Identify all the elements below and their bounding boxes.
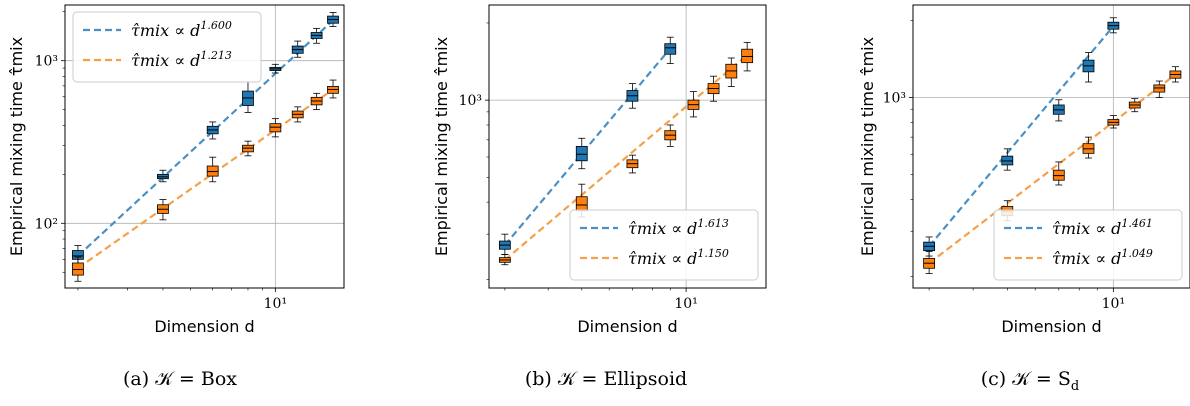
y-axis-label: Empirical mixing time τ̂mix	[858, 37, 877, 256]
box-2-6	[707, 75, 720, 102]
legend: τ̂mix ∝ d1.461 τ̂mix ∝ d1.049	[993, 209, 1183, 281]
box-2-7	[1153, 80, 1166, 98]
box-1-2	[1001, 148, 1014, 171]
box-1-3	[206, 121, 219, 140]
box-2-7	[725, 57, 738, 87]
legend-entry-1: τ̂mix ∝ d1.600	[131, 19, 232, 40]
y-axis-label: Empirical mixing time τ̂mix	[7, 37, 26, 256]
legend-entry-2: τ̂mix ∝ d1.213	[131, 49, 232, 70]
box-2-5	[1107, 115, 1120, 129]
x-tick-label: 10¹	[1102, 296, 1125, 312]
chart-panel-3: 10¹ 10³ Dimension d Empirical mixing time τ…	[858, 4, 1190, 394]
fit-line-1	[504, 47, 672, 246]
y-tick-label: 10³	[459, 93, 482, 109]
panel-caption: (c) 𝒦 = Sd	[981, 368, 1080, 394]
box-1-6	[291, 40, 304, 58]
x-axis-label: Dimension d	[577, 317, 677, 336]
legend-entry-2: τ̂mix ∝ d1.049	[1052, 247, 1153, 268]
fit-line-1	[928, 25, 1115, 248]
box-1-3	[626, 83, 639, 109]
panel-caption: (a) 𝒦 = Box	[123, 368, 237, 390]
box-body	[269, 123, 282, 133]
box-1-3	[1052, 99, 1065, 122]
box-2-7	[310, 92, 323, 111]
box-2-5	[269, 118, 282, 138]
box-2-6	[291, 106, 304, 123]
x-tick-label: 10¹	[264, 296, 287, 312]
y-tick-label: 10²	[35, 216, 58, 232]
box-1-4	[242, 81, 254, 113]
fit-line-2	[77, 88, 334, 270]
box-1-4	[1082, 52, 1095, 83]
box-2-8	[1169, 66, 1182, 83]
box-2-4	[664, 124, 677, 147]
x-axis-label: Dimension d	[1001, 317, 1101, 336]
plot-area	[923, 17, 1182, 274]
box-1-2	[157, 169, 169, 183]
box-2-6	[1128, 98, 1141, 113]
chart-panel-1: 10¹ 10² 10³ Dimension d Empirical mixing tim…	[7, 4, 345, 390]
plot-area	[72, 12, 339, 282]
box-body	[1153, 84, 1166, 93]
box-2-8	[741, 41, 754, 72]
panel-caption: (b) 𝒦 = Ellipsoid	[525, 368, 687, 390]
legend: τ̂mix ∝ d1.600 τ̂mix ∝ d1.213	[72, 11, 262, 83]
chart-panel-2: 10¹ 10³ Dimension d Empirical mixing time τ…	[432, 4, 767, 390]
y-tick-label: 10³	[883, 91, 906, 107]
plot-area	[498, 36, 754, 266]
box-body	[575, 196, 588, 212]
box-2-1	[923, 251, 936, 274]
plot-frame	[64, 4, 345, 289]
box-1-8	[327, 12, 339, 28]
box-2-4	[1082, 136, 1095, 159]
y-tick-label: 10³	[35, 54, 58, 70]
x-tick-label: 10¹	[674, 296, 697, 312]
box-1-5	[269, 63, 282, 74]
box-1-4	[664, 36, 677, 64]
box-2-1	[72, 256, 84, 282]
box-2-4	[242, 140, 254, 157]
legend-entry-1: τ̂mix ∝ d1.461	[1052, 217, 1153, 238]
box-2-3	[626, 154, 639, 174]
box-1-5	[1107, 17, 1120, 34]
plot-frame	[488, 4, 767, 289]
box-2-8	[327, 79, 339, 99]
fit-line-2	[504, 54, 748, 261]
box-2-1	[498, 254, 511, 266]
legend-entry-2: τ̂mix ∝ d1.150	[628, 247, 729, 268]
box-1-7	[310, 27, 323, 44]
box-body	[664, 43, 677, 55]
fit-line-1	[77, 19, 334, 257]
box-body	[741, 48, 754, 64]
box-2-2	[157, 199, 169, 221]
box-1-1	[498, 233, 511, 255]
box-body	[575, 145, 588, 162]
legend-entry-1: τ̂mix ∝ d1.613	[628, 217, 729, 238]
x-axis-label: Dimension d	[154, 317, 254, 336]
plot-frame	[912, 4, 1190, 289]
box-2-3	[206, 156, 219, 183]
box-1-2	[575, 137, 588, 170]
y-axis-label: Empirical mixing time τ̂mix	[432, 37, 451, 256]
box-2-5	[687, 91, 700, 118]
box-2-3	[1052, 161, 1065, 186]
legend: τ̂mix ∝ d1.613 τ̂mix ∝ d1.150	[569, 209, 759, 281]
